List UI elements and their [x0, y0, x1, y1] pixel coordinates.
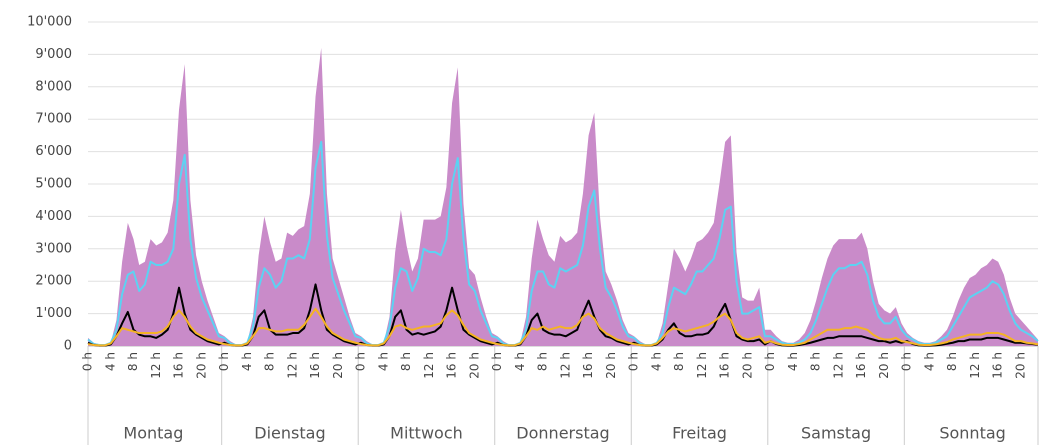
x-tick-label: 8 h	[399, 352, 413, 371]
x-tick-label: 16 h	[991, 352, 1005, 379]
x-tick-label: 4 h	[786, 352, 800, 371]
x-tick-label: 0 h	[763, 352, 777, 371]
x-tick-label: 16 h	[308, 352, 322, 379]
x-tick-label: 0 h	[627, 352, 641, 371]
y-tick-label: 2'000	[35, 274, 72, 289]
x-tick-label: 8 h	[263, 352, 277, 371]
x-tick-label: 8 h	[809, 352, 823, 371]
group-label: Montag	[123, 424, 183, 443]
x-tick-label: 8 h	[126, 352, 140, 371]
x-tick-label: 16 h	[854, 352, 868, 379]
x-tick-label: 20 h	[1013, 352, 1027, 379]
group-label: Mittwoch	[390, 424, 463, 443]
x-tick-label: 0 h	[900, 352, 914, 371]
x-tick-label: 12 h	[558, 352, 572, 379]
group-label: Samstag	[801, 424, 871, 443]
y-tick-label: 9'000	[35, 47, 72, 62]
x-tick-label: 20 h	[604, 352, 618, 379]
x-tick-label: 8 h	[536, 352, 550, 371]
x-tick-label: 12 h	[149, 352, 163, 379]
x-tick-label: 0 h	[217, 352, 231, 371]
x-tick-label: 16 h	[172, 352, 186, 379]
group-label: Dienstag	[254, 424, 325, 443]
group-label: Donnerstag	[516, 424, 609, 443]
x-tick-label: 12 h	[285, 352, 299, 379]
x-tick-label: 0 h	[490, 352, 504, 371]
x-tick-label: 20 h	[877, 352, 891, 379]
y-tick-label: 6'000	[35, 144, 72, 159]
x-tick-label: 16 h	[718, 352, 732, 379]
x-tick-label: 12 h	[422, 352, 436, 379]
x-tick-label: 8 h	[945, 352, 959, 371]
x-tick-label: 4 h	[922, 352, 936, 371]
y-tick-label: 7'000	[35, 112, 72, 127]
y-tick-label: 3'000	[35, 241, 72, 256]
x-tick-label: 0 h	[81, 352, 95, 371]
x-tick-label: 4 h	[240, 352, 254, 371]
x-tick-label: 12 h	[968, 352, 982, 379]
y-tick-label: 4'000	[35, 209, 72, 224]
x-tick-label: 16 h	[581, 352, 595, 379]
x-tick-label: 20 h	[331, 352, 345, 379]
x-tick-label: 16 h	[445, 352, 459, 379]
x-tick-label: 4 h	[376, 352, 390, 371]
x-tick-label: 0 h	[354, 352, 368, 371]
y-tick-label: 0	[64, 339, 72, 354]
y-tick-label: 1'000	[35, 306, 72, 321]
x-tick-label: 8 h	[672, 352, 686, 371]
x-tick-label: 20 h	[740, 352, 754, 379]
y-tick-label: 8'000	[35, 79, 72, 94]
line	[87, 307, 1039, 347]
x-tick-label: 12 h	[695, 352, 709, 379]
x-tick-label: 20 h	[467, 352, 481, 379]
x-tick-label: 12 h	[831, 352, 845, 379]
x-tick-label: 20 h	[194, 352, 208, 379]
group-label: Sonntag	[939, 424, 1005, 443]
x-tick-label: 4 h	[513, 352, 527, 371]
y-tick-label: 10'000	[27, 15, 72, 30]
group-label: Freitag	[672, 424, 727, 443]
area	[88, 47, 1038, 347]
y-tick-label: 5'000	[35, 177, 72, 192]
x-tick-label: 4 h	[649, 352, 663, 371]
x-tick-label: 4 h	[103, 352, 117, 371]
